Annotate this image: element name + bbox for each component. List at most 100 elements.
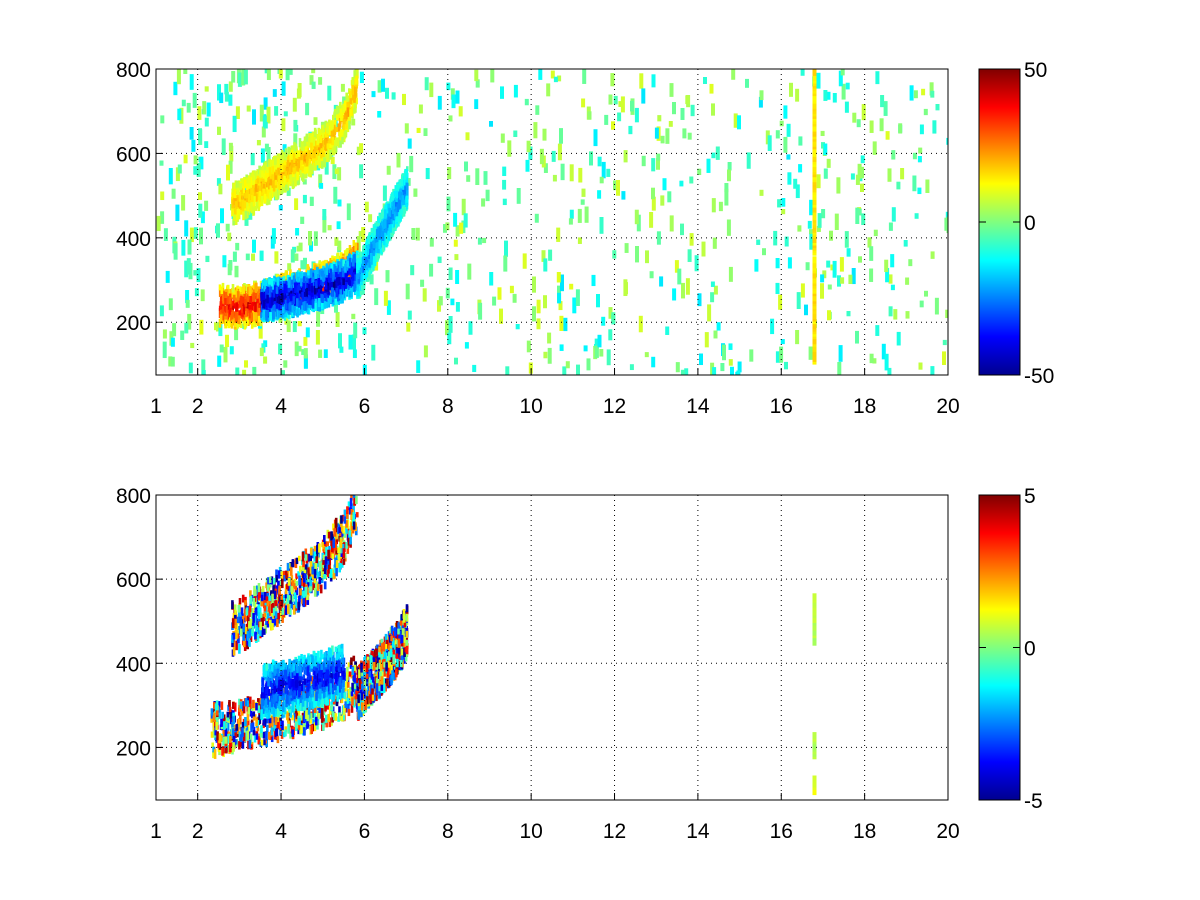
heatmap-cell	[234, 207, 237, 215]
heatmap-cell	[259, 317, 263, 327]
heatmap-cell	[235, 106, 240, 120]
heatmap-cell	[543, 163, 548, 173]
heatmap-cell	[304, 152, 308, 160]
heatmap-cell	[275, 302, 279, 313]
heatmap-cell	[451, 94, 456, 109]
heatmap-cell	[354, 281, 358, 289]
heatmap-cell	[724, 188, 729, 206]
heatmap-cell	[324, 127, 328, 138]
heatmap-cell	[319, 149, 323, 159]
heatmap-cell	[346, 255, 350, 263]
heatmap-cell	[324, 296, 328, 302]
heatmap-cell	[271, 166, 274, 175]
heatmap-cell	[512, 293, 517, 303]
heatmap-cell	[175, 167, 180, 182]
heatmap-cell	[885, 268, 890, 283]
heatmap-cell	[477, 237, 482, 245]
heatmap-cell	[797, 225, 802, 232]
heatmap-cell	[281, 118, 286, 132]
heatmap-cell	[265, 289, 268, 296]
heatmap-cell	[252, 206, 255, 216]
heatmap-cell	[239, 286, 242, 293]
heatmap-cell	[468, 321, 473, 335]
heatmap-cell	[298, 293, 301, 301]
heatmap-cell	[322, 216, 327, 233]
heatmap-cell	[234, 265, 239, 278]
heatmap-cell	[347, 277, 351, 285]
heatmap-cell	[310, 151, 314, 159]
heatmap-cell	[232, 183, 236, 191]
heatmap-cell	[250, 301, 254, 311]
heatmap-cell	[855, 174, 860, 185]
heatmap-cell	[890, 254, 895, 268]
heatmap-cell	[443, 224, 447, 233]
heatmap-cell	[775, 351, 780, 363]
heatmap-cell	[184, 220, 189, 237]
heatmap-cell	[516, 188, 521, 204]
heatmap-cell	[300, 260, 305, 270]
heatmap-cell	[280, 272, 283, 281]
heatmap-cell	[285, 184, 288, 191]
heatmap-cell	[226, 296, 230, 305]
heatmap-cell	[557, 292, 562, 304]
heatmap-cell	[331, 287, 334, 297]
heatmap-cell	[336, 273, 340, 279]
heatmap-cell	[184, 260, 189, 278]
heatmap-cell	[635, 246, 639, 263]
heatmap-cell	[295, 292, 299, 299]
heatmap-cell	[502, 179, 507, 190]
heatmap-cell	[254, 183, 258, 192]
heatmap-cell	[239, 199, 242, 207]
heatmap-cell	[250, 188, 253, 196]
heatmap-cell	[925, 179, 930, 193]
heatmap-cell	[346, 203, 351, 221]
heatmap-cell	[185, 299, 190, 308]
heatmap-cell	[220, 307, 224, 313]
heatmap-cell	[227, 263, 232, 276]
heatmap-cell	[302, 179, 307, 185]
heatmap-cell	[841, 83, 846, 100]
heatmap-cell	[336, 293, 339, 302]
heatmap-cell	[594, 338, 599, 349]
heatmap-cell	[256, 298, 259, 306]
heatmap-cell	[191, 139, 196, 152]
heatmap-cell	[313, 136, 316, 146]
heatmap-cell	[337, 107, 341, 113]
heatmap-cell	[324, 280, 328, 290]
heatmap-cell	[263, 193, 267, 203]
heatmap-cell	[820, 130, 825, 137]
heatmap-cell	[269, 192, 272, 201]
heatmap-cell	[160, 211, 165, 224]
heatmap-cell	[634, 107, 639, 123]
heatmap-cell	[168, 168, 173, 185]
heatmap-cell	[236, 182, 240, 191]
heatmap-cell	[557, 143, 562, 161]
heatmap-cell	[359, 71, 364, 84]
heatmap-cell	[293, 306, 296, 316]
heatmap-cell	[297, 309, 301, 315]
heatmap-cell	[942, 339, 947, 346]
heatmap-cell	[569, 209, 574, 219]
heatmap-cell	[216, 223, 220, 238]
heatmap-cell	[606, 168, 611, 177]
heatmap-cell	[218, 322, 223, 337]
heatmap-cell	[492, 296, 497, 306]
heatmap-cell	[272, 171, 276, 180]
heatmap-cell	[534, 213, 539, 223]
heatmap-cell	[246, 301, 250, 310]
heatmap-cell	[356, 236, 361, 253]
heatmap-cell	[422, 288, 427, 302]
heatmap-cell	[805, 262, 810, 271]
heatmap-cell	[251, 172, 254, 181]
heatmap-cell	[284, 300, 288, 310]
heatmap-cell	[807, 220, 812, 229]
heatmap-cell	[228, 160, 233, 174]
heatmap-cell	[302, 173, 305, 182]
heatmap-cell	[277, 289, 281, 296]
heatmap-cell	[316, 266, 319, 276]
heatmap-cell	[168, 356, 173, 367]
heatmap-cell	[339, 267, 342, 278]
heatmap-cell	[247, 193, 251, 204]
heatmap-cell	[282, 276, 286, 282]
heatmap-cell	[309, 196, 314, 206]
